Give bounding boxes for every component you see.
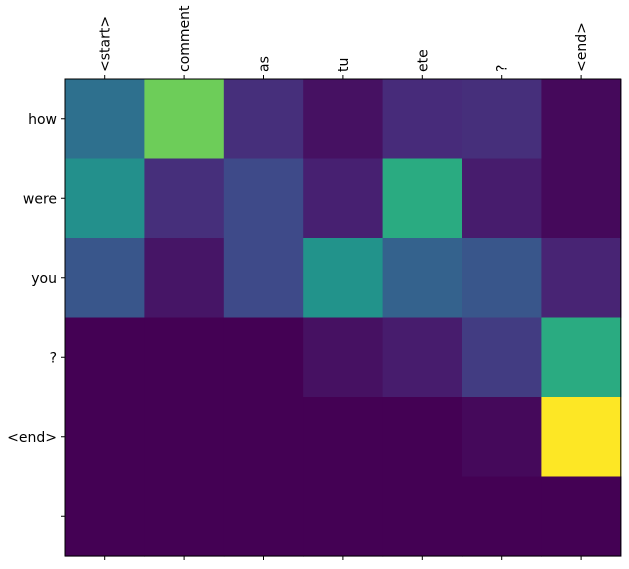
heatmap-cell <box>541 317 622 398</box>
x-tick-label: tu <box>336 58 352 72</box>
heatmap-cell <box>541 397 622 478</box>
heatmap-cell <box>382 317 463 398</box>
x-tick-label: ? <box>495 65 511 72</box>
heatmap-cell <box>382 158 463 239</box>
heatmap-cell <box>303 158 384 239</box>
heatmap-cell <box>541 476 622 557</box>
heatmap-cell <box>65 238 145 319</box>
heatmap-cell <box>65 158 145 239</box>
heatmap-cell <box>223 238 304 319</box>
heatmap-cell <box>223 476 304 557</box>
heatmap-cell <box>382 397 463 478</box>
heatmap-cells <box>65 79 622 557</box>
heatmap-cell <box>462 79 542 160</box>
heatmap-cell <box>462 317 542 398</box>
heatmap-cell <box>303 476 384 557</box>
heatmap-cell <box>223 79 304 160</box>
heatmap-cell <box>223 158 304 239</box>
heatmap-cell <box>223 317 304 398</box>
x-tick-label: <start> <box>98 16 114 72</box>
heatmap-cell <box>65 476 145 557</box>
heatmap-cell <box>462 238 542 319</box>
heatmap-cell <box>144 238 225 319</box>
heatmap-cell <box>303 238 384 319</box>
heatmap-cell <box>65 317 145 398</box>
heatmap-cell <box>541 79 622 160</box>
x-tick-label: as <box>257 56 273 72</box>
heatmap-cell <box>303 317 384 398</box>
y-tick-label: ? <box>50 350 57 366</box>
y-tick-label: how <box>28 112 57 128</box>
y-axis-ticks: how were you? <end> <box>7 112 65 517</box>
y-tick-label: <end> <box>7 430 57 446</box>
heatmap-cell <box>144 317 225 398</box>
heatmap-cell <box>144 476 225 557</box>
heatmap-cell <box>144 158 225 239</box>
heatmap-cell <box>144 397 225 478</box>
heatmap-cell <box>462 476 542 557</box>
heatmap-cell <box>303 397 384 478</box>
heatmap-cell <box>65 79 145 160</box>
heatmap-cell <box>541 158 622 239</box>
x-tick-label: comment <box>177 5 193 72</box>
x-tick-label: <end> <box>574 22 590 72</box>
heatmap-cell <box>382 476 463 557</box>
heatmap-cell <box>65 397 145 478</box>
heatmap-cell <box>462 397 542 478</box>
plot-frame <box>64 78 622 557</box>
heatmap-cell <box>144 79 225 160</box>
heatmap-cell <box>382 238 463 319</box>
x-tick-label: ete <box>415 49 431 72</box>
y-tick-label: were <box>23 191 57 207</box>
x-axis-ticks: <start> comment as tu ete? <end> <box>98 5 590 560</box>
heatmap-cell <box>462 158 542 239</box>
heatmap-cell <box>382 79 463 160</box>
heatmap-cell <box>541 238 622 319</box>
heatmap-cell <box>303 79 384 160</box>
y-tick-label: you <box>31 271 57 287</box>
heatmap-cell <box>223 397 304 478</box>
